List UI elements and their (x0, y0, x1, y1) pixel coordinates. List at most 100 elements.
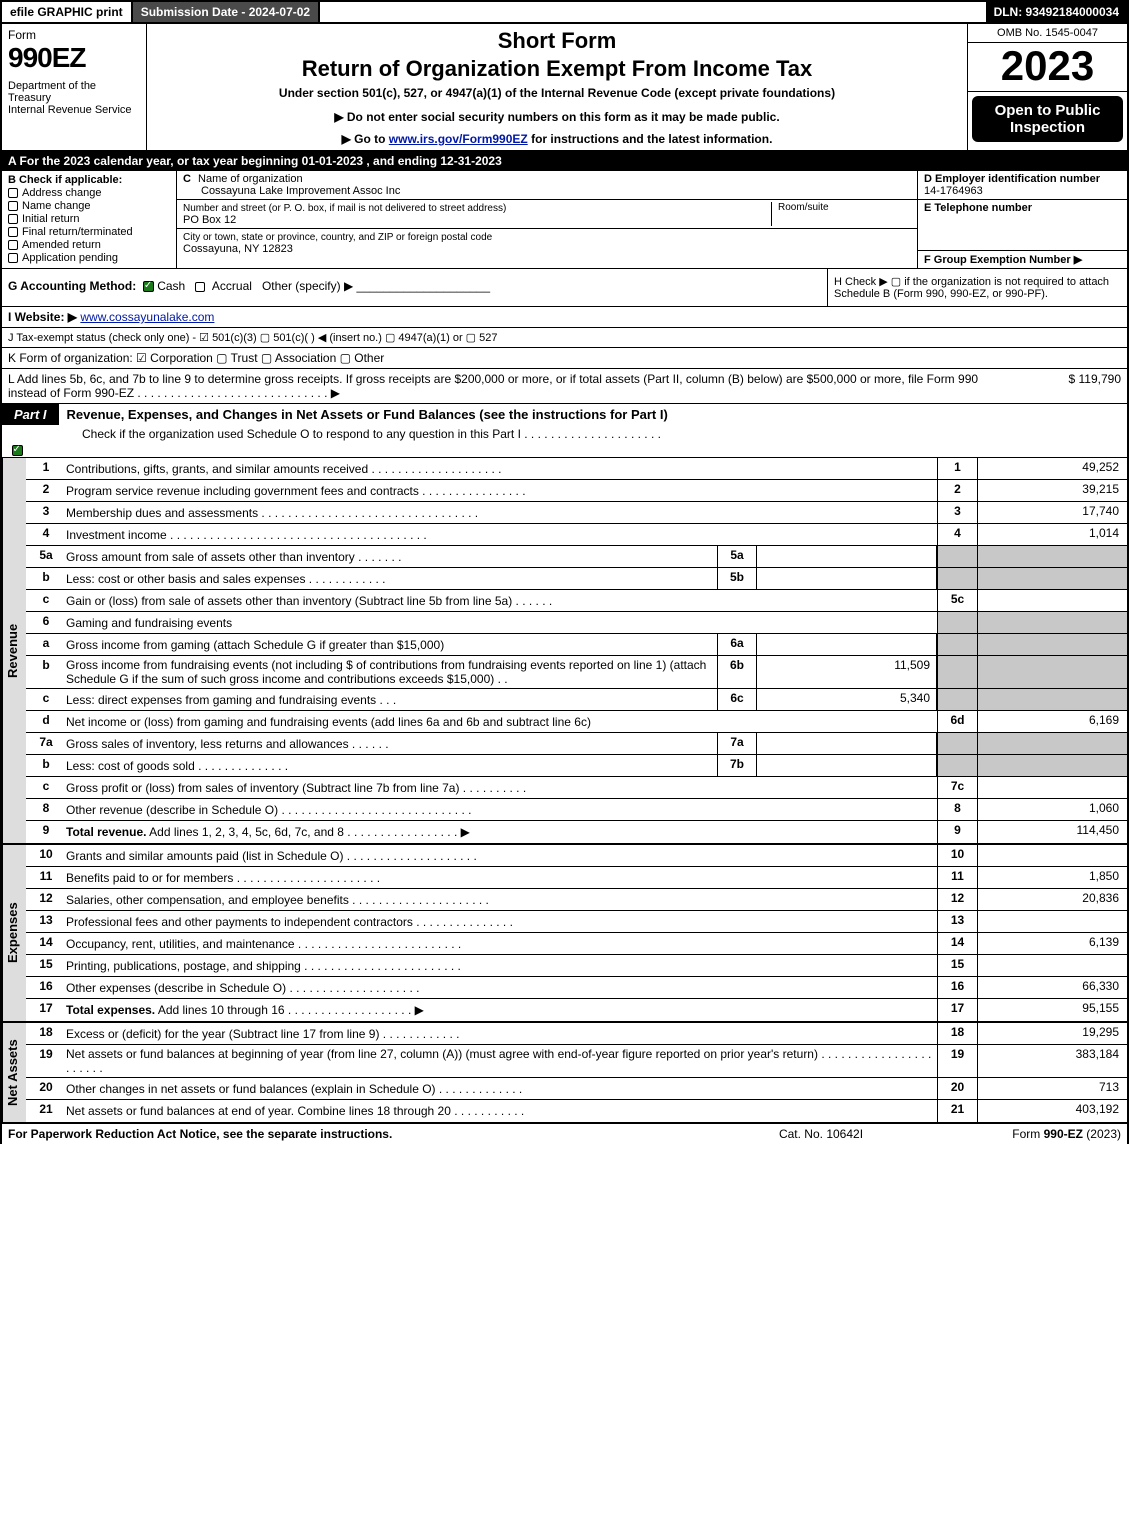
line-14: 14Occupancy, rent, utilities, and mainte… (26, 933, 1127, 955)
line-number: 12 (26, 889, 66, 910)
line-12: 12Salaries, other compensation, and empl… (26, 889, 1127, 911)
right-line-number: 10 (937, 845, 977, 866)
line-number: 17 (26, 999, 66, 1021)
under-section: Under section 501(c), 527, or 4947(a)(1)… (155, 86, 959, 100)
open-to-public: Open to Public Inspection (972, 96, 1123, 142)
part1-schedule-o-check[interactable] (2, 443, 32, 457)
right-line-value (977, 590, 1127, 611)
line-description: Other expenses (describe in Schedule O) … (66, 977, 937, 998)
line-number: 11 (26, 867, 66, 888)
line-description: Gross sales of inventory, less returns a… (66, 733, 717, 754)
row-gh: G Accounting Method: Cash Accrual Other … (0, 269, 1129, 307)
box-e-telephone: E Telephone number (918, 200, 1127, 251)
header-right: OMB No. 1545-0047 2023 Open to Public In… (967, 24, 1127, 150)
addr-value: PO Box 12 (183, 214, 236, 226)
line-description: Total revenue. Add lines 1, 2, 3, 4, 5c,… (66, 821, 937, 843)
line-description: Salaries, other compensation, and employ… (66, 889, 937, 910)
line-15: 15Printing, publications, postage, and s… (26, 955, 1127, 977)
chk-final-return[interactable]: Final return/terminated (8, 226, 170, 238)
mid-line-number: 6a (717, 634, 757, 655)
right-line-number: 19 (937, 1045, 977, 1077)
line-number: 20 (26, 1078, 66, 1099)
submission-date: Submission Date - 2024-07-02 (133, 2, 320, 22)
right-line-value (977, 568, 1127, 589)
line-number: 5a (26, 546, 66, 567)
right-line-number (937, 634, 977, 655)
line-17: 17Total expenses. Add lines 10 through 1… (26, 999, 1127, 1021)
line-d: dNet income or (loss) from gaming and fu… (26, 711, 1127, 733)
line-number: c (26, 689, 66, 710)
part1-header: Part I Revenue, Expenses, and Changes in… (0, 404, 1129, 458)
right-line-value: 20,836 (977, 889, 1127, 910)
right-line-value (977, 612, 1127, 633)
chk-amended-return[interactable]: Amended return (8, 239, 170, 251)
chk-name-change[interactable]: Name change (8, 200, 170, 212)
part1-tab: Part I (2, 404, 59, 425)
line-description: Net income or (loss) from gaming and fun… (66, 711, 937, 732)
checkbox-checked-icon (143, 281, 154, 292)
line-description: Investment income . . . . . . . . . . . … (66, 524, 937, 545)
netassets-lines: 18Excess or (deficit) for the year (Subt… (26, 1023, 1127, 1122)
line-number: 4 (26, 524, 66, 545)
checkbox-icon (195, 282, 205, 292)
line-description: Net assets or fund balances at beginning… (66, 1045, 937, 1077)
mid-line-value (757, 546, 937, 567)
line-description: Gaming and fundraising events (66, 612, 937, 633)
right-line-number: 15 (937, 955, 977, 976)
l-value: $ 119,790 (1011, 372, 1121, 400)
line-20: 20Other changes in net assets or fund ba… (26, 1078, 1127, 1100)
city-label: City or town, state or province, country… (183, 232, 492, 243)
goto-link[interactable]: www.irs.gov/Form990EZ (389, 132, 528, 146)
line-a: aGross income from gaming (attach Schedu… (26, 634, 1127, 656)
right-line-number (937, 546, 977, 567)
footer-r-post: (2023) (1083, 1127, 1121, 1141)
right-line-value: 95,155 (977, 999, 1127, 1021)
line-description: Excess or (deficit) for the year (Subtra… (66, 1023, 937, 1044)
right-line-number: 14 (937, 933, 977, 954)
goto-pre: ▶ Go to (342, 132, 389, 146)
chk-initial-return[interactable]: Initial return (8, 213, 170, 225)
right-line-number: 20 (937, 1078, 977, 1099)
line-1: 1Contributions, gifts, grants, and simil… (26, 458, 1127, 480)
line-description: Gross profit or (loss) from sales of inv… (66, 777, 937, 798)
right-line-value: 49,252 (977, 458, 1127, 479)
form-label: Form (8, 28, 140, 42)
right-line-number (937, 656, 977, 688)
right-line-number: 12 (937, 889, 977, 910)
line-number: 15 (26, 955, 66, 976)
expenses-vlabel: Expenses (2, 845, 26, 1021)
g-underline: ____________________ (357, 279, 490, 293)
right-line-value: 1,060 (977, 799, 1127, 820)
return-title: Return of Organization Exempt From Incom… (155, 56, 959, 82)
chk-address-change[interactable]: Address change (8, 187, 170, 199)
chk-application-pending[interactable]: Application pending (8, 252, 170, 264)
line-7a: 7aGross sales of inventory, less returns… (26, 733, 1127, 755)
line-c: cLess: direct expenses from gaming and f… (26, 689, 1127, 711)
line-number: b (26, 568, 66, 589)
line-number: 2 (26, 480, 66, 501)
line-number: c (26, 777, 66, 798)
footer-r-form: 990-EZ (1044, 1127, 1083, 1141)
box-f-group-exemption: F Group Exemption Number ▶ (918, 251, 1127, 268)
website-link[interactable]: www.cossayunalake.com (80, 310, 214, 324)
line-description: Grants and similar amounts paid (list in… (66, 845, 937, 866)
right-line-value (977, 755, 1127, 776)
checkbox-icon (8, 188, 18, 198)
line-number: 7a (26, 733, 66, 754)
l-text: L Add lines 5b, 6c, and 7b to line 9 to … (8, 372, 1011, 400)
g-other: Other (specify) ▶ (262, 279, 353, 293)
right-line-number (937, 755, 977, 776)
footer-r-pre: Form (1012, 1127, 1043, 1141)
line-number: d (26, 711, 66, 732)
header-left: Form 990EZ Department of the Treasury In… (2, 24, 147, 150)
right-line-number: 5c (937, 590, 977, 611)
line-description: Benefits paid to or for members . . . . … (66, 867, 937, 888)
efile-print[interactable]: efile GRAPHIC print (2, 2, 133, 22)
line-2: 2Program service revenue including gover… (26, 480, 1127, 502)
row-g-accounting: G Accounting Method: Cash Accrual Other … (2, 269, 827, 306)
opt-label: Initial return (22, 213, 79, 225)
checkbox-icon (8, 227, 18, 237)
row-c-name: C Name of organization Cossayuna Lake Im… (177, 171, 917, 200)
right-line-value: 66,330 (977, 977, 1127, 998)
right-line-value: 1,014 (977, 524, 1127, 545)
